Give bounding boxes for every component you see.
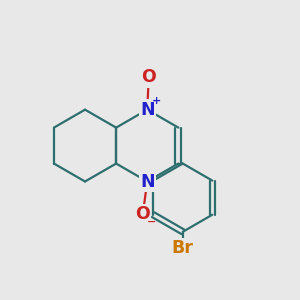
Text: +: + bbox=[152, 96, 161, 106]
Text: −: − bbox=[147, 217, 156, 227]
Text: N: N bbox=[140, 172, 154, 190]
Text: O: O bbox=[136, 205, 150, 223]
Text: N: N bbox=[140, 101, 154, 119]
Text: Br: Br bbox=[172, 239, 194, 257]
Text: O: O bbox=[141, 68, 156, 86]
